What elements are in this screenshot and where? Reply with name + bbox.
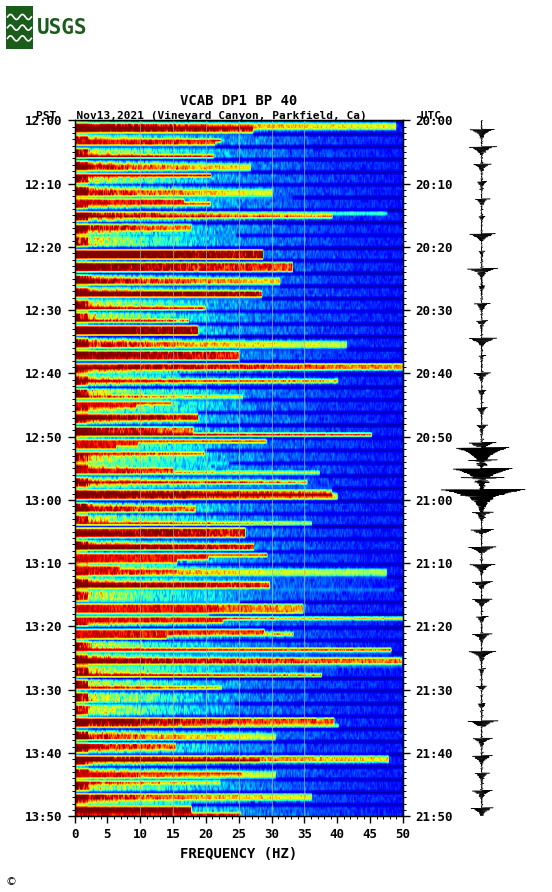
Text: ©: © [6, 878, 17, 888]
Text: USGS: USGS [38, 18, 88, 37]
Text: PST   Nov13,2021 (Vineyard Canyon, Parkfield, Ca)        UTC: PST Nov13,2021 (Vineyard Canyon, Parkfie… [36, 111, 441, 121]
Bar [6, 6, 33, 49]
Text: VCAB DP1 BP 40: VCAB DP1 BP 40 [180, 94, 297, 108]
X-axis label: FREQUENCY (HZ): FREQUENCY (HZ) [180, 847, 298, 861]
